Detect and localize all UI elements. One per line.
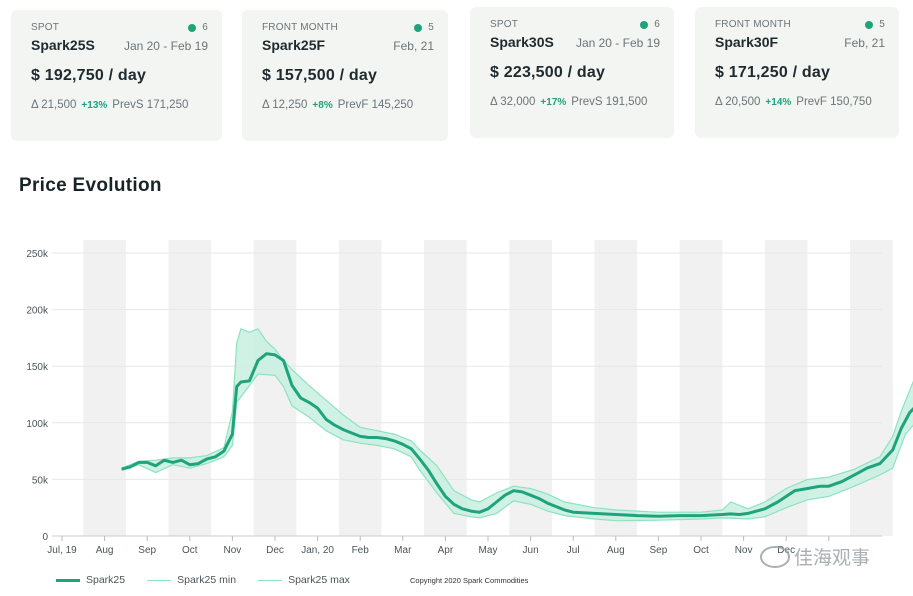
- legend-swatch: [258, 579, 283, 581]
- watermark-text: 佳海观事: [794, 548, 871, 569]
- month-stripe: [168, 240, 212, 536]
- card-delta: Δ 32,000: [490, 96, 536, 108]
- card-price: $ 223,500 / day: [490, 64, 606, 81]
- card-pct: +8%: [312, 100, 333, 111]
- x-tick-label: Sep: [650, 545, 668, 556]
- page-title: Price Evolution: [19, 175, 162, 196]
- month-stripe: [83, 240, 126, 536]
- card-pct: +17%: [540, 97, 567, 108]
- series-line-spark25-min: [121, 373, 913, 522]
- month-stripes: [83, 240, 893, 536]
- card-name: Spark30S: [490, 34, 554, 50]
- card-kind: FRONT MONTH: [262, 22, 338, 33]
- card-name: Spark30F: [715, 34, 779, 50]
- card-name: Spark25F: [262, 37, 326, 53]
- card-kind: SPOT: [490, 19, 519, 30]
- card-price: $ 171,250 / day: [715, 64, 831, 81]
- copyright-text: Copyright 2020 Spark Commodities: [410, 576, 529, 585]
- status-dot-icon: [640, 20, 649, 29]
- y-tick-label: 0: [42, 532, 48, 543]
- legend-swatch: [56, 578, 80, 582]
- x-tick-label: Aug: [607, 545, 625, 556]
- x-tick-label: Apr: [438, 545, 454, 556]
- card-delta: Δ 21,500: [31, 99, 77, 111]
- x-tick-label: Nov: [735, 545, 753, 556]
- x-tick-label: Dec: [266, 545, 284, 556]
- card-delta: Δ 20,500: [715, 96, 761, 108]
- status-dot-icon: [865, 20, 874, 29]
- legend-item-spark25-max[interactable]: Spark25 max: [258, 574, 350, 586]
- x-tick-label: Aug: [96, 545, 114, 556]
- price-card-spark30f[interactable]: FRONT MONTH 5 Spark30F Feb, 21 $ 171,250…: [695, 7, 899, 138]
- card-prev: PrevF 145,250: [337, 99, 414, 111]
- card-pct: +13%: [81, 100, 108, 111]
- x-tick-label: Oct: [182, 545, 198, 556]
- price-card-spark25s[interactable]: SPOT 6 Spark25S Jan 20 - Feb 19 $ 192,75…: [11, 10, 222, 141]
- card-count: 6: [202, 22, 208, 33]
- card-count: 6: [654, 19, 660, 30]
- x-tick-label: Nov: [224, 545, 242, 556]
- x-tick-label: Jun: [523, 545, 539, 556]
- series-lines: [121, 327, 913, 522]
- card-dates: Feb, 21: [844, 36, 885, 50]
- y-tick-label: 250k: [26, 249, 49, 260]
- card-kind: SPOT: [31, 22, 60, 33]
- legend-item-spark25[interactable]: Spark25: [56, 574, 125, 586]
- status-dot-icon: [414, 23, 423, 32]
- card-price: $ 192,750 / day: [31, 67, 147, 84]
- wechat-logo-icon: [760, 545, 790, 568]
- card-dates: Jan 20 - Feb 19: [123, 39, 208, 53]
- card-dates: Jan 20 - Feb 19: [575, 36, 660, 50]
- legend-item-spark25-min[interactable]: Spark25 min: [147, 574, 236, 586]
- x-tick-label: Jul, 19: [47, 545, 77, 556]
- card-prev: PrevS 171,250: [112, 99, 189, 111]
- card-kind: FRONT MONTH: [715, 19, 791, 30]
- y-tick-label: 50k: [32, 475, 49, 486]
- x-tick-label: May: [479, 545, 498, 556]
- x-tick-label: Oct: [693, 545, 709, 556]
- card-pct: +14%: [765, 97, 792, 108]
- x-tick-label: Jul: [567, 545, 580, 556]
- card-count: 5: [428, 22, 434, 33]
- y-tick-label: 150k: [26, 362, 49, 373]
- x-tick-label: Sep: [138, 545, 156, 556]
- card-dates: Feb, 21: [393, 39, 434, 53]
- card-prev: PrevS 191,500: [571, 96, 648, 108]
- watermark: 佳海观事: [760, 543, 870, 570]
- series-line-spark25: [121, 352, 913, 518]
- legend-label: Spark25 max: [288, 574, 350, 586]
- x-tick-label: Mar: [394, 545, 412, 556]
- x-tick-label: Jan, 20: [301, 545, 334, 556]
- legend-swatch: [147, 579, 172, 581]
- card-prev: PrevF 150,750: [796, 96, 872, 108]
- chart-legend: Spark25 Spark25 min Spark25 max: [56, 574, 372, 586]
- y-tick-label: 200k: [26, 306, 49, 317]
- price-card-spark30s[interactable]: SPOT 6 Spark30S Jan 20 - Feb 19 $ 223,50…: [470, 7, 674, 138]
- price-evolution-chart[interactable]: 0 50k 100k 150k 200k 250k Jul, 19 Aug Sep Oct Nov D…: [0, 232, 913, 562]
- card-price: $ 157,500 / day: [262, 67, 378, 84]
- month-stripe: [338, 240, 382, 536]
- legend-label: Spark25 min: [177, 574, 237, 586]
- price-card-spark25f[interactable]: FRONT MONTH 5 Spark25F Feb, 21 $ 157,500…: [242, 10, 448, 141]
- status-dot-icon: [188, 23, 197, 32]
- card-count: 5: [879, 19, 885, 30]
- series-line-spark25-max: [121, 327, 913, 513]
- card-delta: Δ 12,250: [262, 99, 308, 111]
- month-stripe: [679, 240, 723, 536]
- card-name: Spark25S: [31, 37, 95, 53]
- legend-label: Spark25: [86, 574, 126, 586]
- month-stripe: [850, 240, 893, 536]
- month-stripe: [594, 240, 638, 536]
- x-tick-label: Feb: [352, 545, 370, 556]
- y-tick-label: 100k: [26, 419, 49, 430]
